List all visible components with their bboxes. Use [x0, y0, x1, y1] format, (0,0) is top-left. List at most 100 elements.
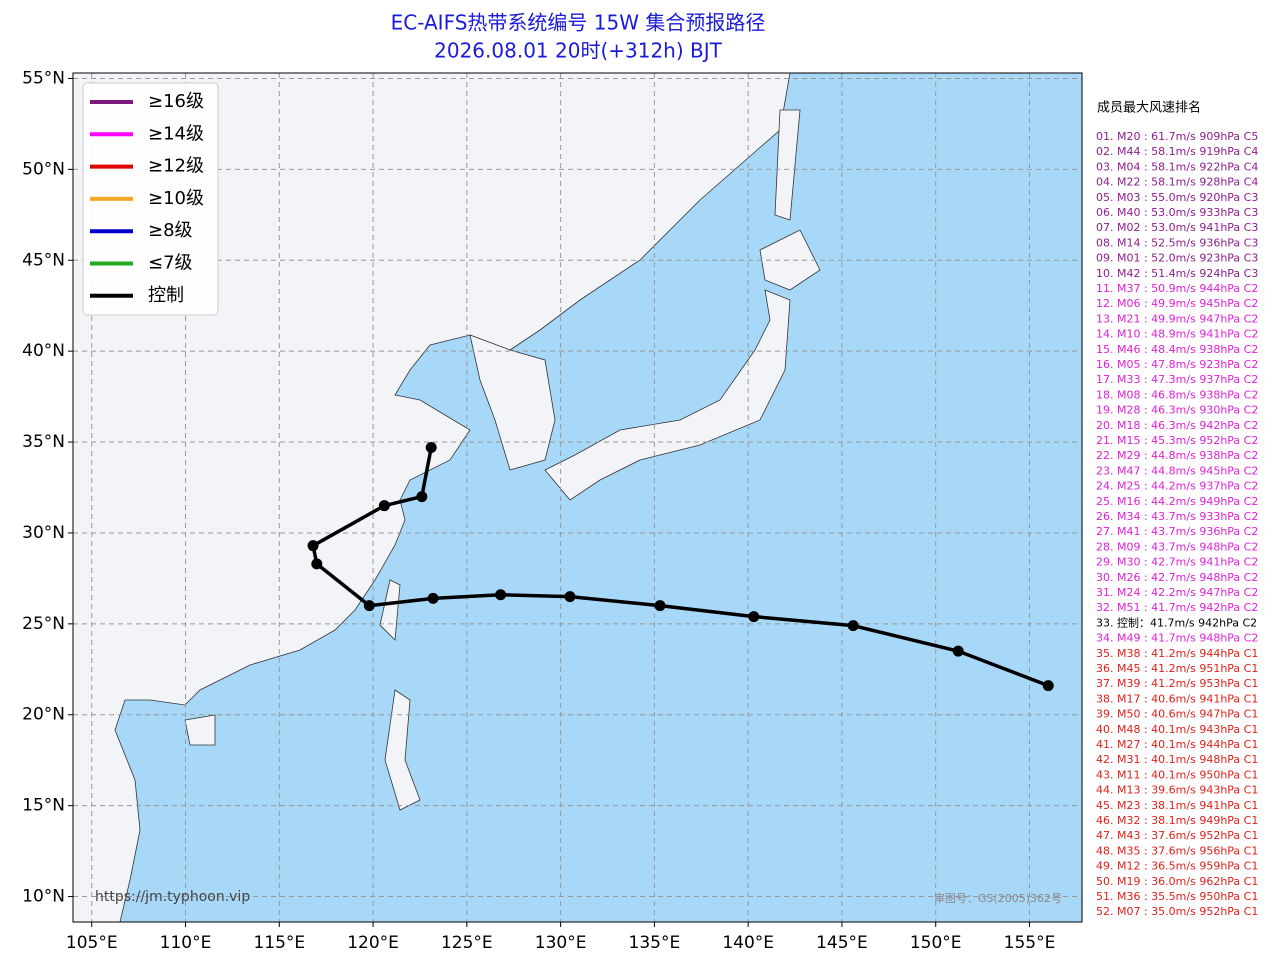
ranking-entry: 27. M41 : 43.7m/s 936hPa C2	[1096, 525, 1258, 538]
ranking-entry: 17. M33 : 47.3m/s 937hPa C2	[1096, 373, 1258, 386]
japan	[544, 289, 791, 501]
ranking-entry: 03. M04 : 58.1m/s 922hPa C4	[1096, 160, 1258, 173]
ranking-entry: 38. M17 : 40.6m/s 941hPa C1	[1096, 692, 1258, 705]
ranking-entry: 24. M25 : 44.2m/s 937hPa C2	[1096, 480, 1258, 493]
legend-label: ≥10级	[148, 188, 204, 209]
ranking-entry: 16. M05 : 47.8m/s 923hPa C2	[1096, 358, 1258, 371]
x-tick-label: 150°E	[910, 933, 962, 953]
x-tick-label: 115°E	[253, 933, 305, 953]
ranking-entry: 34. M49 : 41.7m/s 948hPa C2	[1096, 632, 1258, 645]
y-tick-label: 40°N	[22, 341, 65, 361]
x-tick-label: 155°E	[1004, 933, 1056, 953]
y-tick-label: 20°N	[22, 705, 65, 725]
ranking-entry: 35. M38 : 41.2m/s 944hPa C1	[1096, 647, 1258, 660]
ranking-entry: 46. M32 : 38.1m/s 949hPa C1	[1096, 814, 1258, 827]
ranking-entry: 49. M12 : 36.5m/s 959hPa C1	[1096, 860, 1258, 873]
y-tick-label: 50°N	[22, 159, 65, 179]
land	[72, 72, 821, 923]
y-tick-label: 25°N	[22, 614, 65, 634]
x-tick-label: 105°E	[66, 933, 118, 953]
ranking-entry: 22. M29 : 44.8m/s 938hPa C2	[1096, 449, 1258, 462]
ranking-entry: 29. M30 : 42.7m/s 941hPa C2	[1096, 556, 1258, 569]
ranking-entry: 14. M10 : 48.9m/s 941hPa C2	[1096, 328, 1258, 341]
x-tick-label: 125°E	[441, 933, 493, 953]
track-point	[654, 600, 666, 612]
ranking-entry: 01. M20 : 61.7m/s 909hPa C5	[1096, 130, 1258, 143]
ranking-entry: 19. M28 : 46.3m/s 930hPa C2	[1096, 404, 1258, 417]
hainan	[184, 714, 216, 746]
ranking-entry: 13. M21 : 49.9m/s 947hPa C2	[1096, 312, 1258, 325]
x-tick-label: 135°E	[629, 933, 681, 953]
track-point	[952, 645, 964, 657]
taiwan	[379, 579, 401, 641]
ranking-entry: 50. M19 : 36.0m/s 962hPa C1	[1096, 875, 1258, 888]
legend-label: ≥8级	[148, 220, 193, 241]
track-point	[564, 591, 576, 603]
y-tick-label: 10°N	[22, 887, 65, 907]
ranking-entry: 23. M47 : 44.8m/s 945hPa C2	[1096, 464, 1258, 477]
track-point	[427, 592, 439, 604]
approval-number: 审图号：GS(2005)362号	[934, 891, 1062, 905]
ranking-entry: 47. M43 : 37.6m/s 952hPa C1	[1096, 829, 1258, 842]
ranking-entry: 42. M31 : 40.1m/s 948hPa C1	[1096, 753, 1258, 766]
legend-label: ≥16级	[148, 91, 204, 112]
ranking-entry: 37. M39 : 41.2m/s 953hPa C1	[1096, 677, 1258, 690]
track-point	[748, 611, 760, 623]
ranking-entry: 07. M02 : 53.0m/s 941hPa C3	[1096, 221, 1258, 234]
watermark: https://jm.typhoon.vip	[95, 889, 250, 905]
ranking-entry: 06. M40 : 53.0m/s 933hPa C3	[1096, 206, 1258, 219]
ranking-entry: 15. M46 : 48.4m/s 938hPa C2	[1096, 343, 1258, 356]
ranking-entry: 10. M42 : 51.4m/s 924hPa C3	[1096, 267, 1258, 280]
track-point	[847, 620, 859, 632]
ranking-entry: 32. M51 : 41.7m/s 942hPa C2	[1096, 601, 1258, 614]
ranking-title: 成员最大风速排名	[1097, 100, 1201, 116]
ranking-entry: 45. M23 : 38.1m/s 941hPa C1	[1096, 799, 1258, 812]
ranking-entry: 20. M18 : 46.3m/s 942hPa C2	[1096, 419, 1258, 432]
legend-label: ≤7级	[148, 253, 193, 274]
ranking-entry: 26. M34 : 43.7m/s 933hPa C2	[1096, 510, 1258, 523]
legend-label: 控制	[148, 285, 184, 306]
mainland	[72, 72, 791, 923]
track-point	[363, 600, 375, 612]
x-tick-label: 140°E	[722, 933, 774, 953]
ranking-entry: 44. M13 : 39.6m/s 943hPa C1	[1096, 784, 1258, 797]
ranking-entry: 02. M44 : 58.1m/s 919hPa C4	[1096, 145, 1258, 158]
luzon	[384, 689, 421, 811]
ranking-entry: 41. M27 : 40.1m/s 944hPa C1	[1096, 738, 1258, 751]
ranking-entry: 05. M03 : 55.0m/s 920hPa C3	[1096, 191, 1258, 204]
ranking-entry: 39. M50 : 40.6m/s 947hPa C1	[1096, 708, 1258, 721]
y-tick-label: 35°N	[22, 432, 65, 452]
ranking-entry: 12. M06 : 49.9m/s 945hPa C2	[1096, 297, 1258, 310]
y-tick-label: 45°N	[22, 250, 65, 270]
legend-box	[82, 82, 219, 316]
hokkaido	[759, 229, 821, 291]
korea	[469, 334, 556, 471]
y-tick-label: 15°N	[22, 796, 65, 816]
control-track	[311, 447, 1049, 688]
ranking-entry: 04. M22 : 58.1m/s 928hPa C4	[1096, 176, 1258, 189]
map-frame	[72, 72, 1083, 923]
track-point	[416, 491, 428, 503]
x-tick-label: 120°E	[347, 933, 399, 953]
track-point	[425, 442, 437, 454]
x-tick-label: 110°E	[160, 933, 212, 953]
legend-label: ≥14级	[148, 123, 204, 144]
ranking-entry: 25. M16 : 44.2m/s 949hPa C2	[1096, 495, 1258, 508]
y-tick-label: 30°N	[22, 523, 65, 543]
ranking-entry: 51. M36 : 35.5m/s 950hPa C1	[1096, 890, 1258, 903]
track-point	[307, 540, 319, 552]
ranking-entry: 48. M35 : 37.6m/s 956hPa C1	[1096, 844, 1258, 857]
ranking-entry: 28. M09 : 43.7m/s 948hPa C2	[1096, 540, 1258, 553]
track-point	[311, 558, 323, 570]
ranking-entry: 33. 控制：41.7m/s 942hPa C2	[1096, 615, 1257, 629]
ranking-entry: 31. M24 : 42.2m/s 947hPa C2	[1096, 586, 1258, 599]
ranking-entry: 52. M07 : 35.0m/s 952hPa C1	[1096, 905, 1258, 918]
x-tick-label: 145°E	[816, 933, 868, 953]
title: EC-AIFS热带系统编号 15W 集合预报路径	[391, 11, 766, 35]
y-tick-label: 55°N	[22, 68, 65, 88]
ranking-entry: 08. M14 : 52.5m/s 936hPa C3	[1096, 236, 1258, 249]
sakhalin	[774, 109, 801, 221]
ranking-entry: 18. M08 : 46.8m/s 938hPa C2	[1096, 388, 1258, 401]
